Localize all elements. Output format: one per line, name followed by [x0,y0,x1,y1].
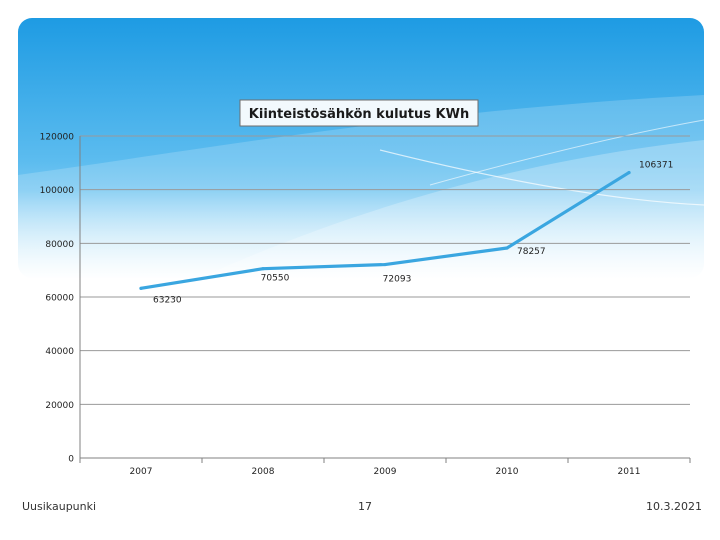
data-label: 63230 [153,295,182,305]
y-tick-label: 80000 [45,240,74,250]
data-label: 72093 [383,275,412,285]
chart-title: Kiinteistösähkön kulutus KWh [249,107,469,122]
data-point [139,286,143,290]
x-tick-label: 2008 [252,467,275,477]
y-tick-label: 0 [68,455,74,465]
data-label: 106371 [639,161,673,171]
plot-area: 0 20000 40000 60000 80000 100000 120000 2007 200… [40,133,691,477]
data-label: 78257 [517,247,546,257]
y-tick-label: 20000 [45,401,74,411]
x-tick-label: 2007 [130,467,153,477]
y-tick-label: 100000 [40,186,75,196]
data-point [261,267,265,271]
data-point [383,262,387,267]
data-point [505,246,509,250]
x-tick-label: 2010 [496,467,519,477]
y-tick-label: 60000 [45,294,74,304]
y-tick-label: 40000 [45,347,74,357]
slide-banner [18,18,705,280]
x-tick-label: 2011 [618,467,641,477]
footer-date: 10.3.2021 [646,500,702,513]
footer-organization: Uusikaupunki [22,500,97,513]
chart-title-box: Kiinteistösähkön kulutus KWh [239,99,479,127]
data-label: 70550 [261,274,290,284]
x-tick-label: 2009 [374,467,397,477]
y-tick-label: 120000 [40,133,75,143]
data-point [627,170,631,175]
footer-page-number: 17 [358,500,372,513]
